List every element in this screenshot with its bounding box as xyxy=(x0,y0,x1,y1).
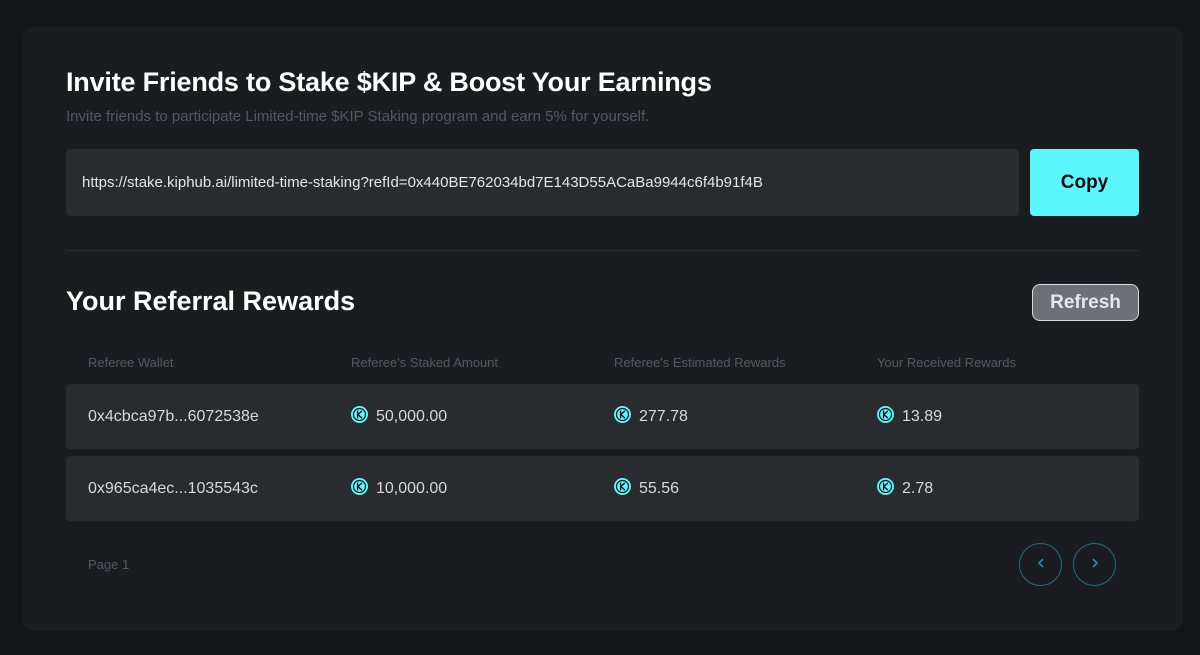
invite-title: Invite Friends to Stake $KIP & Boost You… xyxy=(66,67,712,97)
invite-subtitle: Invite friends to participate Limited-ti… xyxy=(66,108,650,125)
received-rewards: 13.89 xyxy=(902,407,943,425)
column-header-received-rewards: Your Received Rewards xyxy=(877,355,1016,370)
kip-token-icon xyxy=(351,478,368,495)
rewards-title: Your Referral Rewards xyxy=(66,286,356,316)
received-rewards-cell: 13.89 xyxy=(877,384,942,449)
staked-amount-cell: 50,000.00 xyxy=(351,384,447,449)
referral-link-text: https://stake.kiphub.ai/limited-time-sta… xyxy=(82,174,763,191)
column-header-estimated-rewards: Referee's Estimated Rewards xyxy=(614,355,786,370)
kip-token-icon xyxy=(877,478,894,495)
received-rewards: 2.78 xyxy=(902,479,934,497)
estimated-rewards-cell: 55.56 xyxy=(614,456,679,521)
section-divider xyxy=(66,250,1139,251)
chevron-right-icon xyxy=(1089,557,1101,572)
kip-token-icon xyxy=(614,478,631,495)
estimated-rewards-cell: 277.78 xyxy=(614,384,688,449)
kip-token-icon xyxy=(351,406,368,423)
column-header-referee-wallet: Referee Wallet xyxy=(88,355,174,370)
estimated-rewards: 277.78 xyxy=(639,407,688,425)
referral-card: Invite Friends to Stake $KIP & Boost You… xyxy=(22,27,1183,631)
refresh-button[interactable]: Refresh xyxy=(1032,284,1139,321)
chevron-left-icon xyxy=(1035,557,1047,572)
staked-amount: 50,000.00 xyxy=(376,407,448,425)
column-header-staked-amount: Referee's Staked Amount xyxy=(351,355,499,370)
staked-amount: 10,000.00 xyxy=(376,479,448,497)
kip-token-icon xyxy=(614,406,631,423)
staked-amount-cell: 10,000.00 xyxy=(351,456,447,521)
table-row: 0x4cbca97b...6072538e 50,000.00 277.78 1… xyxy=(66,384,1139,449)
referral-link-field[interactable]: https://stake.kiphub.ai/limited-time-sta… xyxy=(66,149,1019,216)
kip-token-icon xyxy=(877,406,894,423)
received-rewards-cell: 2.78 xyxy=(877,456,933,521)
previous-page-button[interactable] xyxy=(1019,543,1062,586)
referee-wallet: 0x965ca4ec...1035543c xyxy=(88,479,258,497)
referee-wallet: 0x4cbca97b...6072538e xyxy=(88,407,259,425)
page-indicator: Page 1 xyxy=(88,557,130,572)
table-row: 0x965ca4ec...1035543c 10,000.00 55.56 2.… xyxy=(66,456,1139,521)
next-page-button[interactable] xyxy=(1073,543,1116,586)
estimated-rewards: 55.56 xyxy=(639,479,680,497)
copy-button[interactable]: Copy xyxy=(1030,149,1139,216)
